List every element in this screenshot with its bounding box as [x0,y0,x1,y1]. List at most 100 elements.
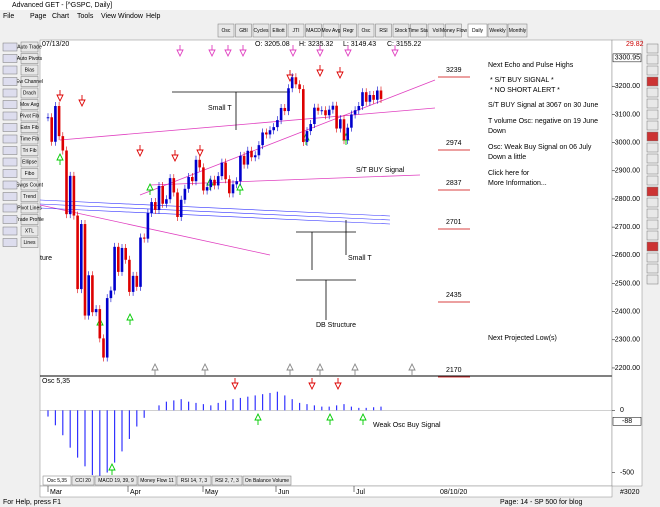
menu-item[interactable]: File [3,13,14,20]
toolbar-button[interactable] [410,23,427,38]
left-tool[interactable] [20,110,39,122]
indicator-tab[interactable] [42,475,72,486]
toolbar-button[interactable] [287,23,305,38]
left-icon[interactable] [2,226,18,236]
right-tool[interactable] [646,263,659,274]
left-tool[interactable] [20,122,39,133]
toolbar-button[interactable] [235,23,252,38]
indicator-tab[interactable] [211,475,243,486]
right-tool[interactable] [646,43,659,54]
right-tool[interactable] [646,131,659,142]
candle [368,95,372,102]
right-tool[interactable] [646,230,659,241]
left-tool[interactable] [20,145,39,156]
left-tool[interactable] [20,237,39,248]
toolbar-button[interactable] [445,23,462,38]
arrow [254,412,262,425]
menu-item[interactable]: Page [30,13,46,20]
right-tool[interactable] [646,109,659,120]
period-button[interactable] [487,23,508,38]
left-tool[interactable] [20,76,39,87]
indicator-tab[interactable] [71,475,95,486]
right-tool[interactable] [646,186,659,197]
left-icon[interactable] [2,180,18,190]
indicator-tab[interactable] [137,475,177,486]
left-icon[interactable] [2,123,18,132]
right-tool[interactable] [646,120,659,131]
left-tool[interactable] [20,168,39,179]
left-icon[interactable] [2,100,18,109]
signal-note[interactable]: Click here for [488,170,530,177]
toolbar-button[interactable] [392,23,410,38]
right-tool[interactable] [646,241,659,252]
toolbar-button[interactable] [217,23,235,38]
right-tool[interactable] [646,87,659,98]
candle [294,77,298,85]
toolbar-button[interactable] [340,23,357,38]
left-tool[interactable] [20,53,39,64]
toolbar-button[interactable] [270,23,287,38]
left-tool[interactable] [20,225,39,237]
left-icon[interactable] [2,65,18,75]
left-icon[interactable] [2,203,18,213]
toolbar-button[interactable] [252,23,270,38]
right-tool[interactable] [646,142,659,153]
left-tool[interactable] [20,214,39,225]
left-icon[interactable] [2,169,18,178]
menu-item[interactable]: Tools [77,13,94,20]
right-tool[interactable] [646,65,659,76]
menu-item[interactable]: Chart [52,13,69,20]
toolbar-button[interactable] [322,23,340,38]
period-button[interactable] [467,23,488,38]
left-tool-label: Time Fib [20,136,39,142]
left-tool[interactable] [20,179,39,191]
left-icon[interactable] [2,146,18,155]
arrow [171,150,179,163]
left-icon[interactable] [2,54,18,63]
indicator-tab[interactable] [94,475,138,486]
right-tool[interactable] [646,219,659,230]
right-tool[interactable] [646,153,659,164]
indicator-tab[interactable] [242,475,292,486]
left-tool[interactable] [20,99,39,110]
left-tool[interactable] [20,156,39,168]
left-icon[interactable] [2,215,18,224]
right-tool[interactable] [646,164,659,175]
toolbar-button[interactable] [305,23,322,38]
toolbar-button[interactable] [427,23,445,38]
left-icon[interactable] [2,88,18,98]
left-tool[interactable] [20,202,39,214]
left-icon[interactable] [2,238,18,247]
left-tool[interactable] [20,41,39,53]
menu-item[interactable]: Window [118,13,144,20]
right-tool[interactable] [646,197,659,208]
left-icon[interactable] [2,111,18,121]
right-tool[interactable] [646,175,659,186]
arrow [208,45,216,58]
left-icon[interactable] [2,77,18,86]
right-tool[interactable] [646,252,659,263]
menu-item[interactable]: View [101,13,117,20]
menu-item[interactable]: Help [146,13,161,20]
tab-label: RSI 14, 7, 3 [181,478,208,484]
arrow [391,45,399,58]
period-button[interactable] [507,23,528,38]
left-tool[interactable] [20,64,39,76]
right-tool[interactable] [646,76,659,87]
left-tool[interactable] [20,191,39,202]
right-tool[interactable] [646,208,659,219]
arrow [151,362,159,375]
left-icon[interactable] [2,157,18,167]
indicator-tab[interactable] [176,475,212,486]
right-tool[interactable] [646,274,659,285]
toolbar-button[interactable] [375,23,392,38]
left-icon[interactable] [2,134,18,144]
toolbar-button[interactable] [357,23,375,38]
left-icon[interactable] [2,192,18,201]
left-tool[interactable] [20,133,39,145]
left-icon[interactable] [2,42,18,52]
signal-note[interactable]: More Information... [488,180,547,187]
left-tool[interactable] [20,87,39,99]
right-tool[interactable] [646,98,659,109]
right-tool[interactable] [646,54,659,65]
